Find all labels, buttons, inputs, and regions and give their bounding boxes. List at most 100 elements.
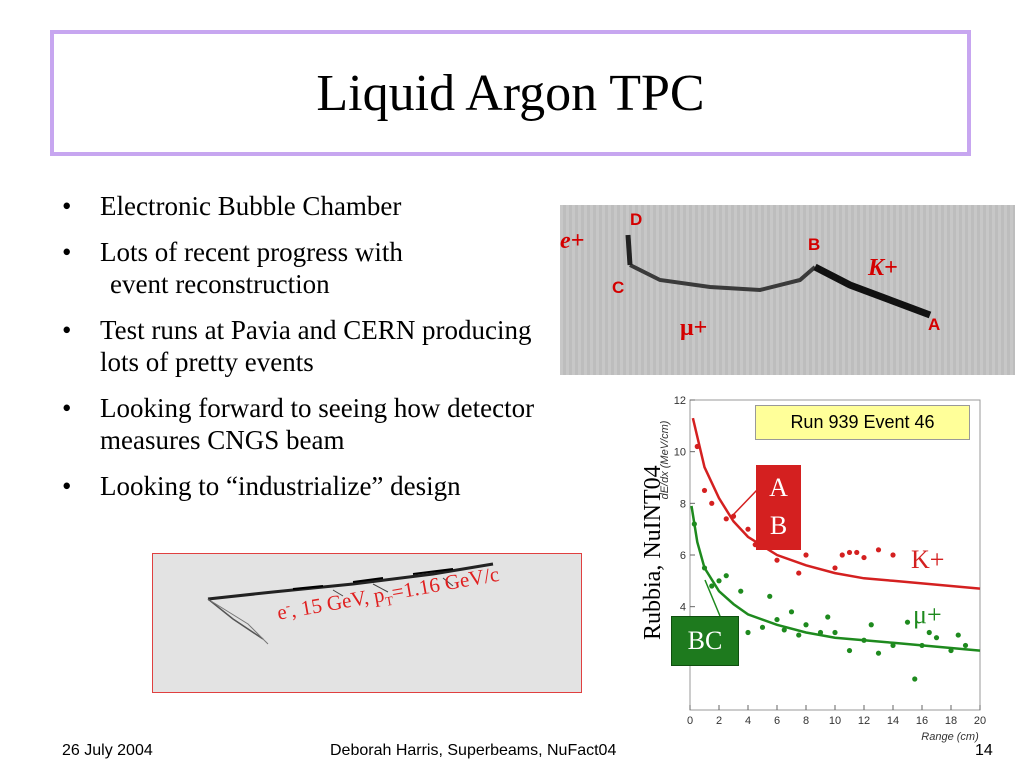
mu-plus-label: μ+ <box>913 600 942 629</box>
footer-date: 26 July 2004 <box>62 742 153 759</box>
event-display-image: e+ D C B K+ A μ+ <box>560 205 1015 375</box>
data-point <box>890 642 896 649</box>
x-tick-label: 8 <box>803 715 809 727</box>
x-tick-label: 18 <box>945 715 957 727</box>
y-tick-label: 10 <box>674 447 686 459</box>
label-c: C <box>612 278 624 297</box>
ab-label-box: A B <box>756 465 801 550</box>
kaon-track <box>813 263 932 319</box>
data-point <box>933 635 940 641</box>
y-tick-label: 6 <box>680 550 686 562</box>
data-point <box>926 629 932 636</box>
data-point <box>825 614 831 620</box>
data-point <box>691 521 697 527</box>
data-point <box>694 443 700 450</box>
data-point <box>767 593 773 599</box>
data-point <box>781 627 787 633</box>
data-point <box>796 632 802 638</box>
data-point <box>861 637 867 643</box>
data-point <box>803 552 809 558</box>
data-point <box>832 629 838 636</box>
x-tick-label: 0 <box>687 715 693 727</box>
y-axis-label: dE/dx (MeV/cm) <box>659 420 671 499</box>
label-b: B <box>808 235 820 254</box>
data-point <box>701 565 708 571</box>
data-point <box>759 624 766 630</box>
data-point <box>738 588 744 594</box>
bullet-item: Looking forward to seeing how detector m… <box>60 392 560 456</box>
label-a: A <box>928 315 940 334</box>
data-point <box>723 516 729 522</box>
slide-title: Liquid Argon TPC <box>316 64 705 122</box>
bullet-item: Test runs at Pavia and CERN producing lo… <box>60 314 560 378</box>
ab-label-a: A <box>769 473 788 502</box>
data-point <box>948 647 954 654</box>
data-point <box>716 578 722 584</box>
bullet-continuation: event reconstruction <box>110 269 330 299</box>
data-point <box>846 647 853 654</box>
bullet-item: Electronic Bubble Chamber <box>60 190 560 222</box>
x-axis-label: Range (cm) <box>921 731 979 743</box>
data-point <box>919 642 925 649</box>
data-point <box>868 622 874 628</box>
x-tick-label: 2 <box>716 715 722 727</box>
ab-pointer <box>732 489 758 516</box>
bc-pointer <box>704 579 721 617</box>
x-tick-label: 20 <box>974 715 986 727</box>
data-point <box>745 526 751 532</box>
x-tick-label: 6 <box>774 715 780 727</box>
data-point <box>774 557 780 563</box>
bullet-item: Lots of recent progress with <box>60 236 560 268</box>
label-e-plus: e+ <box>560 228 584 254</box>
x-tick-label: 10 <box>829 715 841 727</box>
data-point <box>832 565 838 571</box>
k-plus-label: K+ <box>911 545 945 574</box>
y-tick-label: 12 <box>674 395 686 407</box>
electron-track <box>625 234 633 266</box>
run-event-box: Run 939 Event 46 <box>755 405 970 440</box>
dedx-plot: 0246810121416182024681012Range (cm)dE/dx… <box>659 395 986 743</box>
shower-drawing <box>207 562 494 645</box>
y-tick-label: 4 <box>680 602 686 614</box>
data-point <box>854 549 860 556</box>
data-point <box>962 642 969 649</box>
data-point <box>701 487 708 494</box>
x-tick-label: 4 <box>745 715 751 727</box>
bullet-item: Looking to “industrialize” design <box>60 470 560 502</box>
data-point <box>904 619 911 625</box>
label-d: D <box>630 210 642 229</box>
data-point <box>745 629 751 636</box>
x-tick-label: 12 <box>858 715 870 727</box>
x-tick-label: 16 <box>916 715 928 727</box>
data-point <box>730 513 737 519</box>
fit-curve <box>690 505 981 652</box>
data-point <box>846 549 853 556</box>
y-tick-label: 8 <box>680 498 686 510</box>
data-point <box>817 629 824 636</box>
data-point <box>875 650 882 656</box>
data-point <box>955 632 961 638</box>
data-point <box>788 609 795 615</box>
label-k-plus: K+ <box>867 255 898 281</box>
title-box: Liquid Argon TPC <box>50 30 971 156</box>
data-point <box>796 570 802 576</box>
electron-shower-image <box>152 553 582 693</box>
muon-track <box>629 263 817 293</box>
bc-label-box: BC <box>671 616 739 666</box>
x-tick-label: 14 <box>887 715 899 727</box>
data-point <box>723 573 729 579</box>
bullet-list: Electronic Bubble Chamber Lots of recent… <box>60 190 560 516</box>
footer-author: Deborah Harris, Superbeams, NuFact04 <box>330 742 617 759</box>
ab-label-b: B <box>769 511 788 540</box>
data-point <box>912 676 918 682</box>
data-point <box>875 547 882 553</box>
slide-number: 14 <box>975 742 993 759</box>
data-point <box>861 554 867 561</box>
label-mu-plus: μ+ <box>680 315 707 341</box>
fit-curve <box>691 417 981 590</box>
data-point <box>803 622 809 628</box>
data-point <box>709 500 715 506</box>
data-point <box>890 552 896 558</box>
data-point <box>774 616 780 623</box>
credit-label: Rubbia, NuINT04 <box>640 465 666 640</box>
